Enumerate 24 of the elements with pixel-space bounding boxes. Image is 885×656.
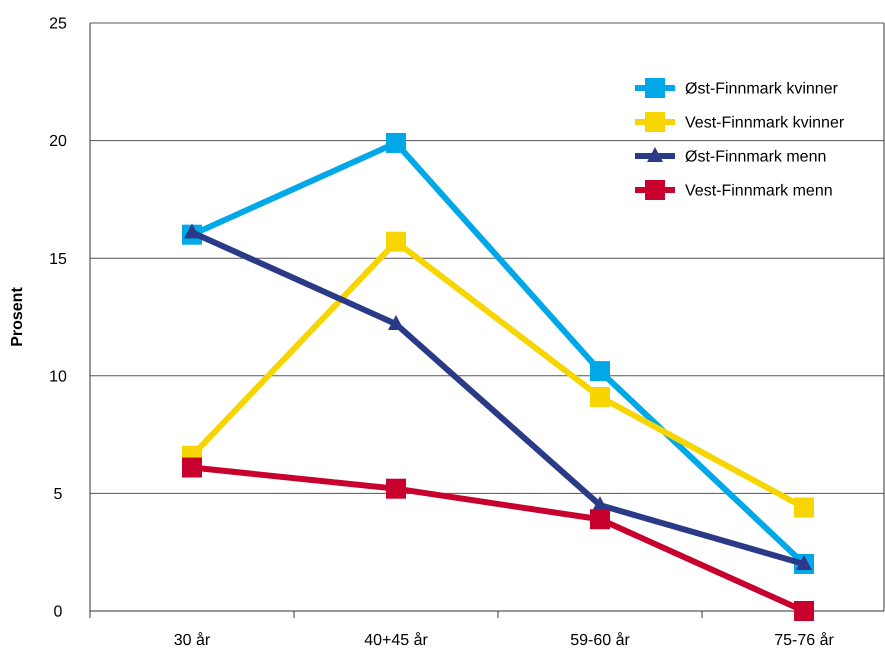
y-tick-label: 5 xyxy=(54,486,63,503)
point xyxy=(386,232,406,252)
point xyxy=(182,458,202,478)
point xyxy=(386,132,406,153)
y-tick-label: 20 xyxy=(49,133,67,150)
y-tick-label: 15 xyxy=(49,250,67,268)
point xyxy=(794,601,814,621)
point xyxy=(590,361,610,382)
legend-label: Øst-Finnmark kvinner xyxy=(685,80,839,98)
point xyxy=(590,509,610,530)
x-tick-label: 59-60 år xyxy=(570,632,630,649)
legend-label: Vest-Finnmark kvinner xyxy=(685,114,845,132)
point xyxy=(386,478,406,499)
x-tick-label: 40+45 år xyxy=(364,632,428,649)
y-tick-label: 25 xyxy=(49,16,67,33)
y-tick-label: 0 xyxy=(54,604,63,621)
y-axis-title: Prosent xyxy=(9,286,26,347)
point xyxy=(590,386,610,407)
x-tick-label: 30 år xyxy=(174,632,211,649)
legend-label: Vest-Finnmark menn xyxy=(685,182,833,200)
x-tick-label: 75-76 år xyxy=(774,632,834,649)
legend-label: Øst-Finnmark menn xyxy=(685,148,826,166)
y-tick-label: 10 xyxy=(49,368,67,386)
point xyxy=(794,498,814,518)
